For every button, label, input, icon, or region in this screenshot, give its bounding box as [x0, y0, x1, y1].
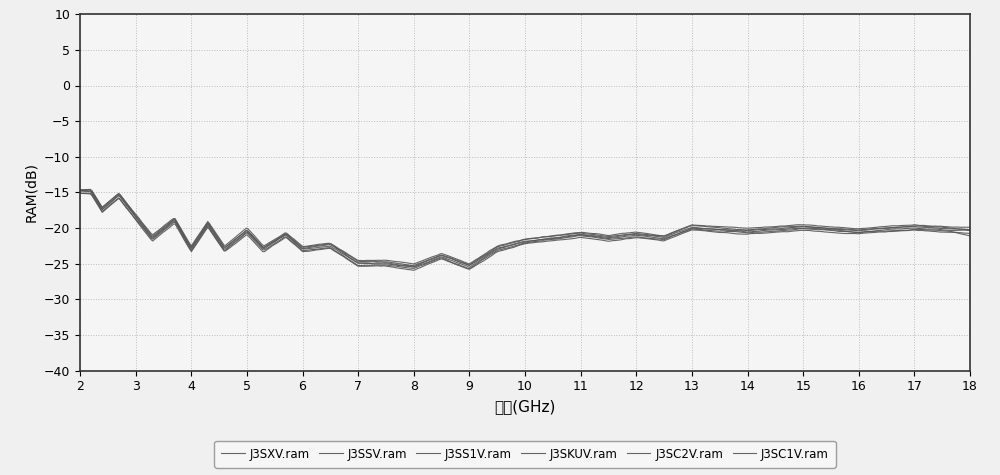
J3SS1V.ram — [303, 247, 315, 253]
J3SXV.ram — [600, 236, 612, 241]
J3SS1V.ram — [746, 230, 758, 236]
J3SC2V.ram — [600, 238, 612, 244]
J3SXV.ram — [670, 232, 682, 238]
J3SSV.ram — [600, 235, 612, 240]
J3SXV.ram — [746, 229, 758, 235]
J3SXV.ram — [303, 246, 315, 251]
J3SS1V.ram — [600, 236, 612, 242]
J3SSV.ram — [408, 264, 420, 269]
J3SC1V.ram — [964, 225, 976, 230]
J3SXV.ram — [231, 237, 243, 242]
J3SS1V.ram — [478, 256, 490, 262]
J3SC1V.ram — [233, 231, 245, 237]
Line: J3SC2V.ram: J3SC2V.ram — [80, 193, 970, 270]
J3SSV.ram — [74, 187, 86, 193]
J3SKUV.ram — [601, 234, 613, 239]
J3SKUV.ram — [671, 228, 683, 234]
J3SSV.ram — [303, 245, 315, 250]
J3SC2V.ram — [407, 267, 419, 273]
Line: J3SS1V.ram: J3SS1V.ram — [80, 193, 970, 269]
J3SSV.ram — [478, 254, 490, 259]
J3SXV.ram — [74, 188, 86, 194]
J3SKUV.ram — [304, 244, 316, 249]
Line: J3SC1V.ram: J3SC1V.ram — [80, 190, 970, 264]
Y-axis label: RAM(dB): RAM(dB) — [24, 162, 38, 222]
J3SC2V.ram — [478, 257, 490, 263]
J3SS1V.ram — [231, 238, 243, 243]
J3SS1V.ram — [463, 266, 475, 272]
J3SKUV.ram — [480, 252, 492, 257]
J3SC1V.ram — [671, 228, 683, 233]
Line: J3SSV.ram: J3SSV.ram — [80, 190, 970, 266]
Line: J3SXV.ram: J3SXV.ram — [80, 191, 970, 267]
J3SC1V.ram — [463, 261, 475, 266]
J3SXV.ram — [478, 255, 490, 260]
J3SKUV.ram — [74, 188, 86, 193]
J3SS1V.ram — [74, 190, 86, 196]
J3SKUV.ram — [964, 227, 976, 233]
J3SC2V.ram — [74, 190, 86, 196]
J3SS1V.ram — [670, 232, 682, 238]
J3SC1V.ram — [74, 187, 86, 192]
Legend: J3SXV.ram, J3SSV.ram, J3SS1V.ram, J3SKUV.ram, J3SC2V.ram, J3SC1V.ram: J3SXV.ram, J3SSV.ram, J3SS1V.ram, J3SKUV… — [214, 440, 836, 468]
J3SC1V.ram — [601, 233, 613, 238]
J3SC1V.ram — [84, 187, 96, 192]
J3SSV.ram — [964, 227, 976, 233]
J3SKUV.ram — [233, 234, 245, 239]
J3SC2V.ram — [303, 248, 315, 254]
J3SSV.ram — [231, 235, 243, 240]
J3SXV.ram — [463, 265, 475, 270]
J3SC2V.ram — [964, 230, 976, 236]
J3SC1V.ram — [304, 243, 316, 248]
J3SSV.ram — [746, 228, 758, 233]
J3SC2V.ram — [231, 239, 243, 245]
J3SC2V.ram — [670, 233, 682, 239]
J3SC1V.ram — [480, 251, 492, 256]
Line: J3SKUV.ram: J3SKUV.ram — [80, 190, 970, 266]
J3SXV.ram — [964, 228, 976, 233]
J3SC2V.ram — [746, 231, 758, 237]
J3SSV.ram — [670, 230, 682, 236]
J3SKUV.ram — [747, 227, 759, 232]
J3SS1V.ram — [964, 233, 976, 239]
J3SC1V.ram — [747, 225, 759, 231]
X-axis label: 频率(GHz): 频率(GHz) — [494, 399, 556, 414]
J3SKUV.ram — [407, 263, 419, 268]
J3SKUV.ram — [84, 187, 96, 193]
